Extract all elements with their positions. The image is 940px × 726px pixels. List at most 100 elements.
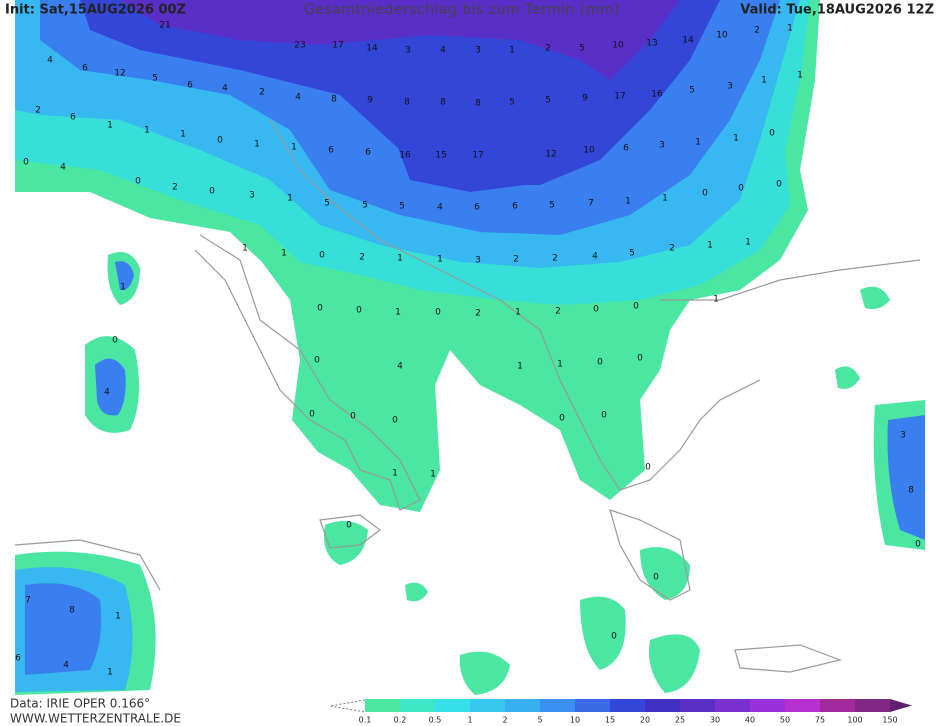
map-value-label: 8 xyxy=(440,98,446,108)
map-value-label: 0 xyxy=(653,573,659,583)
map-value-label: 2 xyxy=(545,44,551,54)
precip-area xyxy=(95,358,126,416)
map-value-label: 0 xyxy=(112,336,118,346)
colorbar-swatch xyxy=(785,699,821,712)
map-value-label: 8 xyxy=(69,606,75,616)
map-value-label: 1 xyxy=(662,194,668,204)
map-value-label: 12 xyxy=(545,150,556,160)
map-value-label: 4 xyxy=(47,56,53,66)
map-value-label: 3 xyxy=(900,431,906,441)
map-value-label: 17 xyxy=(472,151,483,161)
precip-area xyxy=(459,651,510,695)
map-value-label: 0 xyxy=(319,251,325,261)
colorbar: 0.1 0.2 0.5 1 2 5 10 15 20 25 30 40 50 75 100 150 xyxy=(359,699,912,725)
map-value-label: 0 xyxy=(593,305,599,315)
map-value-label: 14 xyxy=(366,44,378,54)
map-value-label: 1 xyxy=(397,254,403,264)
map-value-label: 0 xyxy=(769,129,775,139)
map-value-label: 0 xyxy=(317,304,323,314)
map-value-label: 4 xyxy=(60,163,66,173)
coastline xyxy=(194,234,421,511)
map-value-label: 0 xyxy=(702,189,708,199)
map-value-label: 5 xyxy=(152,74,158,84)
map-value-label: 6 xyxy=(187,81,193,91)
map-value-label: 0 xyxy=(645,463,651,473)
colorbar-swatch xyxy=(400,699,436,712)
map-value-label: 1 xyxy=(761,76,767,86)
website: WWW.WETTERZENTRALE.DE xyxy=(10,712,181,726)
colorbar-swatch xyxy=(855,699,891,712)
colorbar-label: 1 xyxy=(467,716,472,725)
valid-time: Valid: Tue,18AUG2026 12Z xyxy=(740,3,934,18)
map-value-label: 0 xyxy=(633,302,639,312)
map-value-label: 2 xyxy=(259,88,265,98)
map-title: Gesamtniederschlag bis zum Termin (mm) xyxy=(304,2,620,18)
map-value-label: 4 xyxy=(295,93,301,103)
map-value-label: 0 xyxy=(356,306,362,316)
map-value-label: 2 xyxy=(552,254,558,264)
map-value-label: 0 xyxy=(217,136,223,146)
map-value-label: 10 xyxy=(716,31,728,41)
map-value-label: 5 xyxy=(629,249,635,259)
map-value-label: 1 xyxy=(787,24,793,34)
map-value-label: 3 xyxy=(475,256,481,266)
map-value-label: 4 xyxy=(437,203,443,213)
colorbar-swatch xyxy=(750,699,786,712)
map-value-label: 2 xyxy=(754,26,760,36)
colorbar-label: 0.1 xyxy=(359,716,372,725)
map-value-label: 7 xyxy=(25,596,31,606)
colorbar-swatch xyxy=(820,699,856,712)
map-value-label: 10 xyxy=(583,146,595,156)
map-value-label: 6 xyxy=(512,202,518,212)
map-value-label: 5 xyxy=(509,98,515,108)
map-value-label: 1 xyxy=(517,362,523,372)
colorbar-label: 150 xyxy=(882,716,897,725)
map-value-label: 6 xyxy=(328,146,334,156)
map-value-label: 16 xyxy=(399,151,411,161)
precip-area xyxy=(640,547,690,600)
map-value-label: 9 xyxy=(367,96,373,106)
map-value-label: 10 xyxy=(612,41,624,51)
map-value-label: 0 xyxy=(915,540,921,550)
coastlines xyxy=(14,119,921,673)
map-value-label: 1 xyxy=(707,241,713,251)
map-value-label: 3 xyxy=(405,46,411,56)
map-value-label: 4 xyxy=(592,252,598,262)
map-value-label: 6 xyxy=(15,654,21,664)
colorbar-label: 40 xyxy=(745,716,755,725)
precip-area xyxy=(120,0,680,80)
precip-area xyxy=(324,521,368,565)
map-value-label: 0 xyxy=(435,308,441,318)
map-value-label: 0 xyxy=(611,632,617,642)
precip-area xyxy=(887,415,925,540)
map-value-label: 6 xyxy=(70,113,76,123)
precip-area xyxy=(649,634,700,693)
map-value-label: 6 xyxy=(623,144,629,154)
precip-area xyxy=(835,366,860,389)
map-value-label: 1 xyxy=(625,197,631,207)
map-value-label: 6 xyxy=(365,148,371,158)
colorbar-label: 75 xyxy=(815,716,825,725)
colorbar-label: 20 xyxy=(640,716,650,725)
map-value-label: 1 xyxy=(713,295,719,305)
map-value-label: 1 xyxy=(107,668,113,678)
coastline xyxy=(734,644,843,673)
map-value-label: 6 xyxy=(82,64,88,74)
colorbar-swatch xyxy=(610,699,646,712)
colorbar-over xyxy=(890,699,912,712)
coastline xyxy=(319,514,381,549)
colorbar-swatch xyxy=(435,699,471,712)
map-value-label: 2 xyxy=(555,307,561,317)
colorbar-label: 100 xyxy=(847,716,862,725)
precip-area xyxy=(395,140,525,192)
map-value-label: 14 xyxy=(682,36,694,46)
map-value-label: 2 xyxy=(475,309,481,319)
colorbar-swatch xyxy=(715,699,751,712)
map-value-label: 3 xyxy=(659,141,665,151)
map-value-label: 1 xyxy=(287,194,293,204)
colorbar-label: 25 xyxy=(675,716,685,725)
map-value-label: 1 xyxy=(509,46,515,56)
colorbar-label: 0.5 xyxy=(429,716,442,725)
coastline xyxy=(660,259,921,301)
